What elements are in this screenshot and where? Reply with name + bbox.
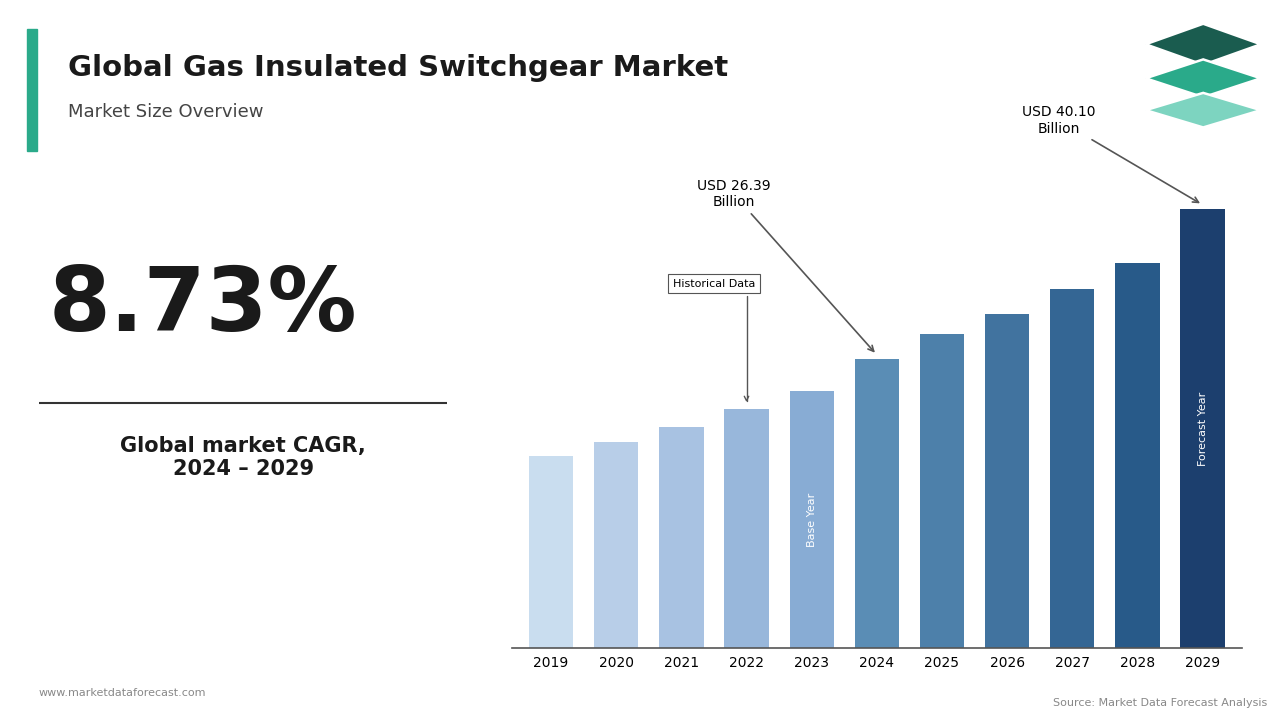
Bar xyxy=(594,442,639,648)
Text: Global market CAGR,
2024 – 2029: Global market CAGR, 2024 – 2029 xyxy=(120,436,366,479)
Polygon shape xyxy=(1146,24,1261,65)
Bar xyxy=(1115,263,1160,648)
Bar xyxy=(659,427,704,648)
Polygon shape xyxy=(1146,60,1261,97)
Text: USD 40.10
Billion: USD 40.10 Billion xyxy=(1023,105,1198,202)
Bar xyxy=(855,359,899,648)
Text: Global Gas Insulated Switchgear Market: Global Gas Insulated Switchgear Market xyxy=(68,55,728,82)
Text: USD 26.39
Billion: USD 26.39 Billion xyxy=(696,179,874,351)
Text: www.marketdataforecast.com: www.marketdataforecast.com xyxy=(38,688,206,698)
Bar xyxy=(27,29,37,151)
Polygon shape xyxy=(1146,93,1261,127)
Text: Source: Market Data Forecast Analysis: Source: Market Data Forecast Analysis xyxy=(1053,698,1267,708)
Bar xyxy=(920,334,964,648)
Bar xyxy=(1050,289,1094,648)
Text: Base Year: Base Year xyxy=(806,492,817,546)
Bar xyxy=(984,314,1029,648)
Bar xyxy=(724,410,769,648)
Bar xyxy=(529,456,573,648)
Text: Market Size Overview: Market Size Overview xyxy=(68,102,264,120)
Text: Forecast Year: Forecast Year xyxy=(1198,392,1207,466)
Bar xyxy=(790,391,833,648)
Bar xyxy=(1180,209,1225,648)
Text: 8.73%: 8.73% xyxy=(49,263,357,349)
Text: Historical Data: Historical Data xyxy=(673,279,755,401)
